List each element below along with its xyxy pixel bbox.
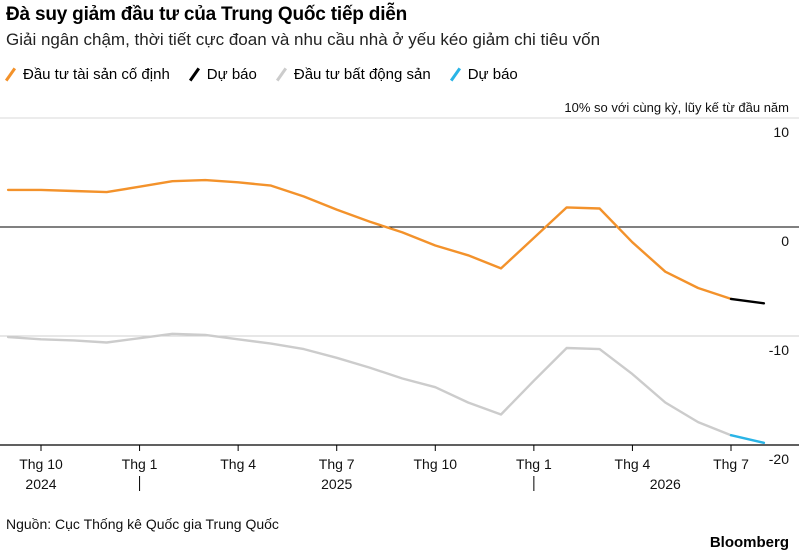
x-tick-label: Thg 4 xyxy=(615,456,651,472)
year-label: 2026 xyxy=(650,476,681,492)
x-tick-label: Thg 10 xyxy=(19,456,63,472)
x-tick-label: Thg 1 xyxy=(122,456,158,472)
legend-label-property: Đầu tư bất động sản xyxy=(293,66,431,83)
brand-logo: Bloomberg xyxy=(709,534,789,551)
x-tick-label: Thg 4 xyxy=(220,456,256,472)
chart-title: Đà suy giảm đầu tư của Trung Quốc tiếp d… xyxy=(6,4,408,25)
legend-label-fixed-asset: Đầu tư tài sản cố định xyxy=(23,66,170,83)
legend-item-fixed-asset: Đầu tư tài sản cố định xyxy=(6,66,170,83)
y-tick-label: 0 xyxy=(781,233,789,249)
source-note: Nguồn: Cục Thống kê Quốc gia Trung Quốc xyxy=(6,516,279,532)
legend-item-property-forecast: Dự báo xyxy=(451,66,518,83)
legend: Đầu tư tài sản cố định Dự báo Đầu tư bất… xyxy=(6,66,538,83)
legend-label-fixed-asset-forecast: Dự báo xyxy=(206,66,257,83)
x-tick-label: Thg 7 xyxy=(319,456,355,472)
legend-item-fixed-asset-forecast: Dự báo xyxy=(190,66,257,83)
legend-item-property: Đầu tư bất động sản xyxy=(277,66,431,83)
x-tick-label: Thg 10 xyxy=(413,456,457,472)
series-line-3 xyxy=(729,434,766,444)
series-line-1 xyxy=(729,297,766,305)
series-line-2 xyxy=(6,332,733,437)
y-tick-label: -20 xyxy=(769,451,789,467)
year-label: 2024 xyxy=(25,476,56,492)
chart-subtitle: Giải ngân chậm, thời tiết cực đoan và nh… xyxy=(6,30,601,49)
y-tick-label: -10 xyxy=(769,342,789,358)
legend-label-property-forecast: Dự báo xyxy=(467,66,518,83)
unit-label: 10% so với cùng kỳ, lũy kế từ đầu năm xyxy=(564,100,789,115)
year-label: 2025 xyxy=(321,476,352,492)
y-tick-label: 10 xyxy=(773,124,789,140)
x-tick-label: Thg 7 xyxy=(713,456,749,472)
series-line-0 xyxy=(6,178,733,301)
x-tick-label: Thg 1 xyxy=(516,456,552,472)
